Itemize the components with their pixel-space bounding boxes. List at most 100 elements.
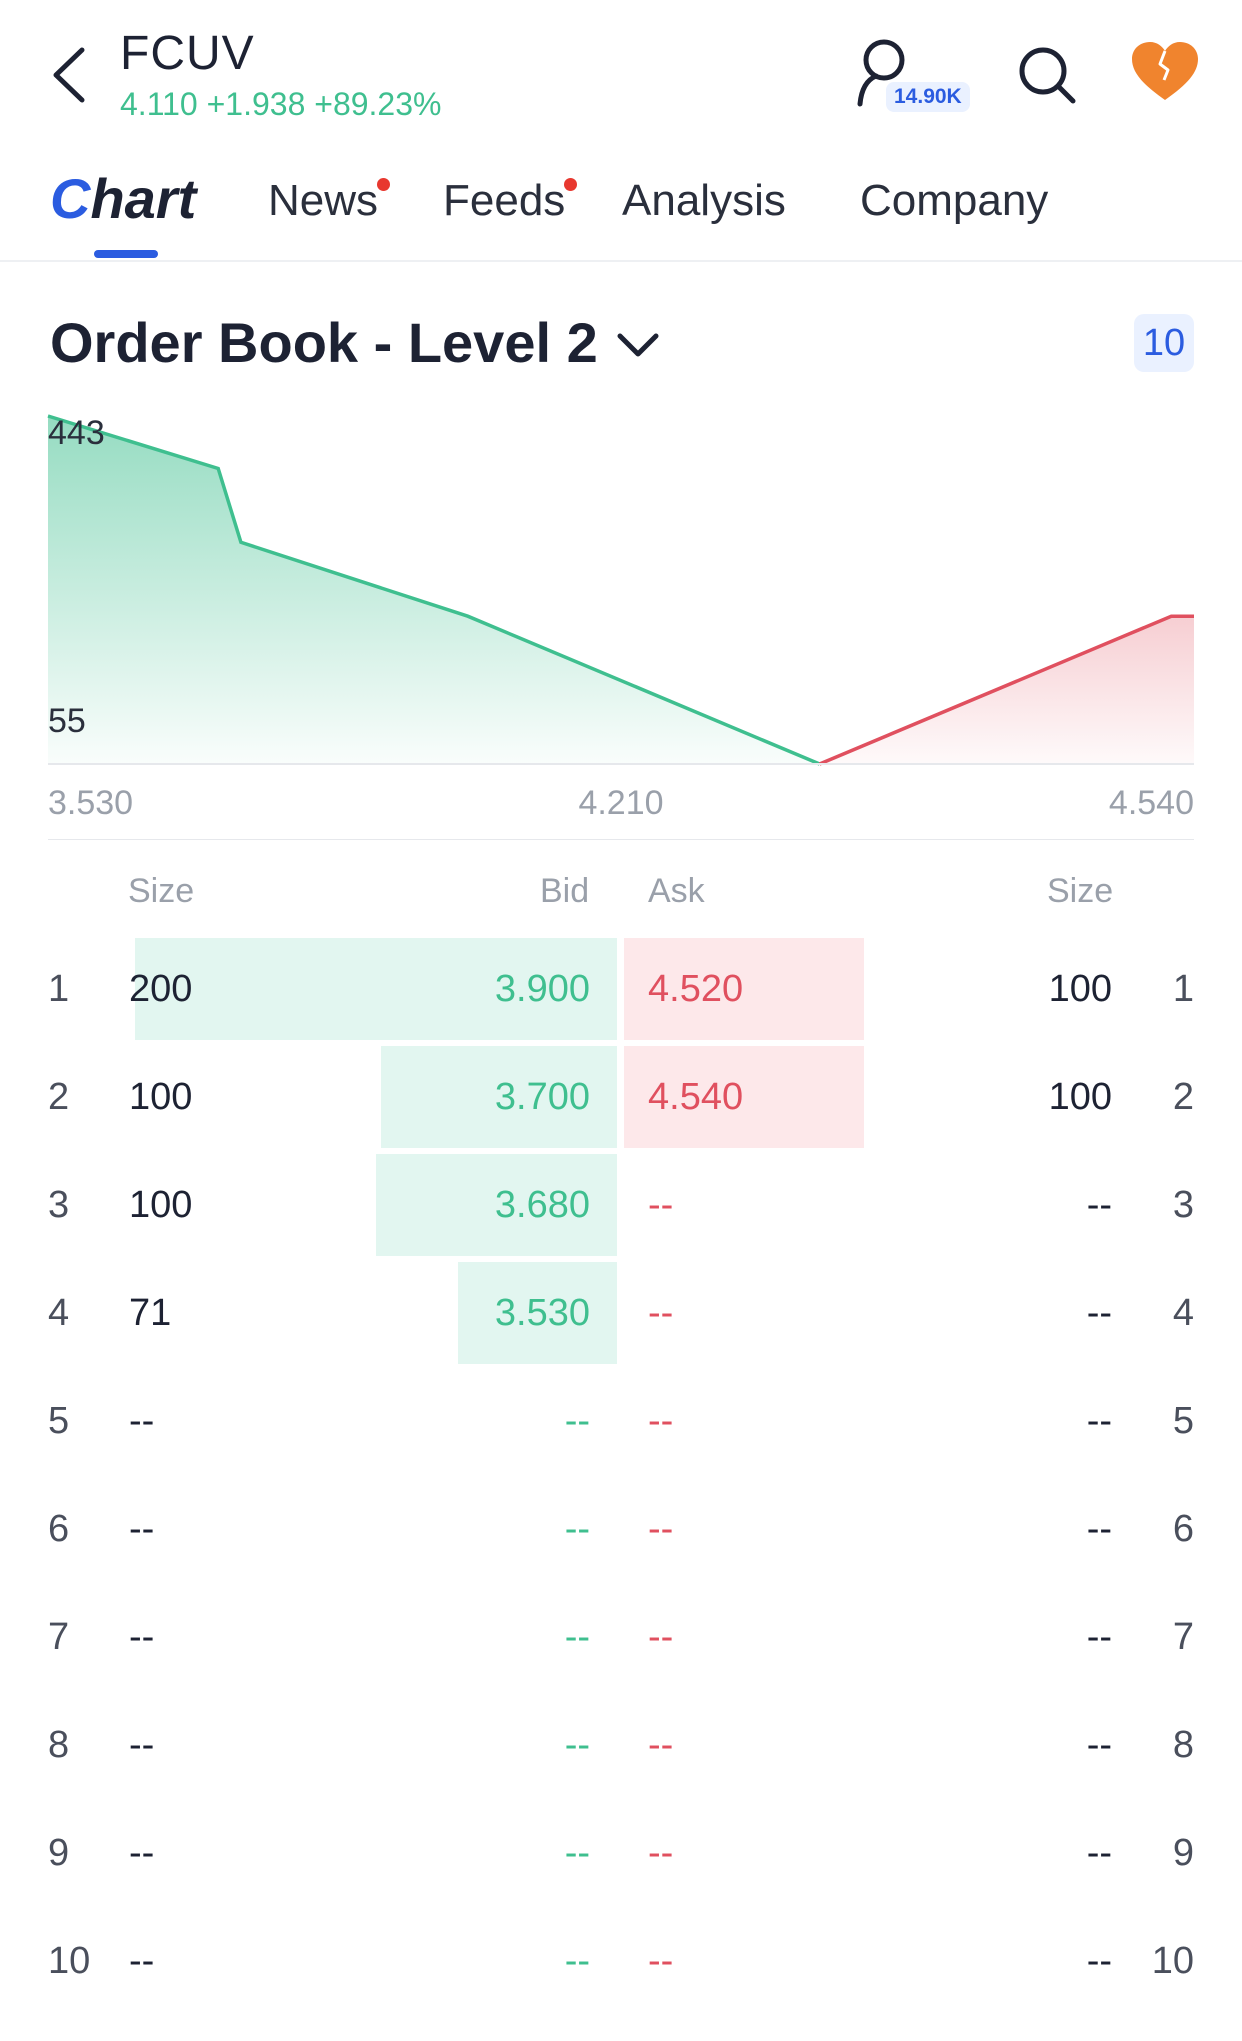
bid-level: 2 xyxy=(48,1076,70,1118)
bid-size: -- xyxy=(129,1616,155,1658)
ask-size: -- xyxy=(1086,1184,1112,1226)
bid-size-bar xyxy=(376,1154,617,1256)
bid-price: -- xyxy=(564,1616,590,1658)
tab-chart-label: Chart xyxy=(50,167,196,230)
bid-price: 3.680 xyxy=(494,1184,590,1226)
ticker-symbol: FCUV xyxy=(120,27,255,80)
back-button[interactable] xyxy=(46,40,96,110)
price-quote: 4.110 +1.938 +89.23% xyxy=(120,86,442,122)
ask-level: 6 xyxy=(1172,1508,1194,1550)
depth-chart-svg: 443 55 3.530 4.210 4.540 xyxy=(47,414,1194,840)
followers-count: 14.90K xyxy=(886,82,970,112)
bid-price: 3.530 xyxy=(494,1292,590,1334)
x-label-right: 4.540 xyxy=(1109,784,1194,822)
bid-price: -- xyxy=(564,1940,590,1982)
ask-price: -- xyxy=(648,1508,674,1550)
ask-size: -- xyxy=(1086,1292,1112,1334)
bid-size: -- xyxy=(129,1508,155,1550)
order-row[interactable]: 7 -- -- -- -- 7 xyxy=(0,1586,1242,1694)
order-row[interactable]: 6 -- -- -- -- 6 xyxy=(0,1478,1242,1586)
tab-chart-initial: C xyxy=(50,167,91,230)
follow-button[interactable]: 14.90K xyxy=(852,36,982,116)
order-row[interactable]: 2 100 3.700 4.540 100 2 xyxy=(0,1046,1242,1154)
ask-level: 1 xyxy=(1172,968,1194,1010)
bid-price: 3.900 xyxy=(494,968,590,1010)
bid-depth-line xyxy=(47,414,821,766)
bid-level: 4 xyxy=(48,1292,70,1334)
depth-chart: 443 55 3.530 4.210 4.540 xyxy=(0,400,1242,840)
depth-selector[interactable]: 10 xyxy=(1134,314,1194,372)
order-row[interactable]: 3 100 3.680 -- -- 3 xyxy=(0,1154,1242,1262)
ask-size: -- xyxy=(1086,1724,1112,1766)
ask-depth-line xyxy=(818,614,1194,766)
bid-size: 100 xyxy=(129,1076,193,1118)
x-label-left: 3.530 xyxy=(48,784,133,822)
ask-size: -- xyxy=(1086,1616,1112,1658)
user-icon xyxy=(857,39,905,107)
bid-size: -- xyxy=(129,1940,155,1982)
y-label-min: 55 xyxy=(48,702,86,740)
tab-analysis[interactable]: Analysis xyxy=(622,176,786,226)
bid-price: 3.700 xyxy=(494,1076,590,1118)
ask-price: -- xyxy=(648,1184,674,1226)
bid-price: -- xyxy=(564,1832,590,1874)
bid-size-bar xyxy=(135,938,617,1040)
tab-company[interactable]: Company xyxy=(860,176,1048,226)
order-row[interactable]: 9 -- -- -- -- 9 xyxy=(0,1802,1242,1910)
tab-bar: Chart News Feeds Analysis Company xyxy=(0,160,1242,262)
ask-level: 4 xyxy=(1172,1292,1194,1334)
bid-size-bar xyxy=(458,1262,617,1364)
active-tab-indicator xyxy=(94,250,158,258)
ask-price: -- xyxy=(648,1940,674,1982)
bid-size: -- xyxy=(129,1724,155,1766)
order-row[interactable]: 5 -- -- -- -- 5 xyxy=(0,1370,1242,1478)
y-label-max: 443 xyxy=(48,414,105,452)
ask-size: 100 xyxy=(1048,968,1112,1010)
ask-size: -- xyxy=(1086,1940,1112,1982)
level-dropdown[interactable] xyxy=(614,322,662,370)
ask-size-bar xyxy=(624,938,864,1040)
order-row[interactable]: 4 71 3.530 -- -- 4 xyxy=(0,1262,1242,1370)
tab-analysis-label: Analysis xyxy=(622,176,786,225)
ask-level: 9 xyxy=(1172,1832,1194,1874)
ask-size-bar xyxy=(624,1046,864,1148)
ask-level: 5 xyxy=(1172,1400,1194,1442)
tab-news[interactable]: News xyxy=(268,176,391,226)
tab-news-label: News xyxy=(268,176,379,225)
notification-dot xyxy=(564,178,578,191)
ask-price: -- xyxy=(648,1292,674,1334)
ask-price: -- xyxy=(648,1400,674,1442)
order-row[interactable]: 1 200 3.900 4.520 100 1 xyxy=(0,938,1242,1046)
col-ask-size: Size xyxy=(1047,872,1114,910)
section-title[interactable]: Order Book - Level 2 xyxy=(50,311,598,374)
tab-company-label: Company xyxy=(860,176,1049,225)
bid-level: 3 xyxy=(48,1184,70,1226)
ask-size: 100 xyxy=(1048,1076,1112,1118)
header: FCUV 4.110 +1.938 +89.23% 14.90K xyxy=(0,0,1242,140)
bid-size: 100 xyxy=(129,1184,193,1226)
bid-level: 1 xyxy=(48,968,70,1010)
notification-dot xyxy=(377,178,391,191)
ask-depth-area xyxy=(819,616,1194,764)
ask-level: 7 xyxy=(1172,1616,1194,1658)
search-button[interactable] xyxy=(1016,44,1078,106)
bid-level: 7 xyxy=(48,1616,70,1658)
chevron-left-icon xyxy=(53,47,85,103)
col-ask: Ask xyxy=(648,872,705,910)
bid-price: -- xyxy=(564,1508,590,1550)
favorite-button[interactable] xyxy=(1130,40,1200,104)
ask-price: 4.540 xyxy=(648,1076,744,1118)
x-label-mid: 4.210 xyxy=(578,784,663,822)
bid-level: 8 xyxy=(48,1724,70,1766)
ask-price: -- xyxy=(648,1616,674,1658)
ask-size: -- xyxy=(1086,1832,1112,1874)
bid-price: -- xyxy=(564,1400,590,1442)
tab-chart[interactable]: Chart xyxy=(50,166,196,231)
bid-size: 200 xyxy=(129,968,193,1010)
search-icon xyxy=(1019,47,1076,104)
tab-feeds[interactable]: Feeds xyxy=(443,176,578,226)
bid-level: 5 xyxy=(48,1400,70,1442)
order-row[interactable]: 8 -- -- -- -- 8 xyxy=(0,1694,1242,1802)
order-row[interactable]: 10 -- -- -- -- 10 xyxy=(0,1910,1242,2018)
ask-price: -- xyxy=(648,1724,674,1766)
